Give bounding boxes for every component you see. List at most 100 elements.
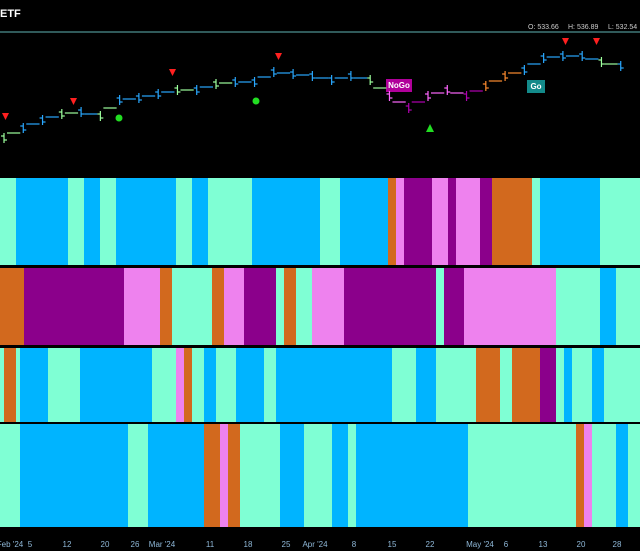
band-segment <box>176 178 192 265</box>
band-segment <box>16 178 68 265</box>
go-label-bg <box>527 80 545 93</box>
band-segment <box>276 268 284 345</box>
band-segment <box>244 268 276 345</box>
x-axis-label: May '24 <box>466 540 494 549</box>
band-segment <box>236 348 264 422</box>
title: ETF <box>0 8 21 20</box>
go-label: Go <box>530 82 541 91</box>
x-axis-label: 12 <box>63 540 72 549</box>
band-segment <box>564 348 572 422</box>
x-axis-label: Feb '24 <box>0 540 24 549</box>
band-segment <box>20 424 128 527</box>
band-segment <box>48 348 80 422</box>
band-segment <box>24 268 124 345</box>
band-segment <box>348 424 356 527</box>
band-segment <box>192 348 204 422</box>
band-segment <box>304 424 332 527</box>
x-axis-label: 22 <box>426 540 435 549</box>
band-segment <box>220 424 228 527</box>
band-segment <box>252 178 320 265</box>
band-segment <box>388 178 396 265</box>
band-segment <box>584 424 592 527</box>
band-segment <box>396 178 404 265</box>
band-segment <box>264 348 276 422</box>
band-segment <box>124 268 160 345</box>
band-segment <box>592 424 616 527</box>
band-segment <box>212 268 224 345</box>
band-segment <box>160 268 172 345</box>
band-segment <box>204 424 220 527</box>
band-segment <box>176 348 184 422</box>
band-segment <box>68 178 84 265</box>
band-segment <box>84 178 100 265</box>
band-segment <box>576 424 584 527</box>
x-axis-label: Mar '24 <box>149 540 176 549</box>
band-segment <box>184 348 192 422</box>
x-axis-label: 26 <box>131 540 140 549</box>
band-segment <box>332 424 348 527</box>
band-segment <box>616 424 628 527</box>
x-axis-label: 25 <box>282 540 291 549</box>
band-segment <box>312 268 344 345</box>
band-segment <box>476 348 500 422</box>
band-segment <box>456 178 480 265</box>
band-segment <box>356 424 468 527</box>
band-segment <box>0 268 24 345</box>
band-segment <box>240 424 280 527</box>
go-dot <box>115 114 123 122</box>
band-segment <box>480 178 492 265</box>
band-segment <box>0 424 20 527</box>
band-segment <box>416 348 436 422</box>
x-axis-label: 15 <box>388 540 397 549</box>
down-marker <box>275 53 282 60</box>
band-segment <box>0 178 16 265</box>
band-segment <box>4 348 16 422</box>
band-segment <box>436 268 444 345</box>
x-axis-label: 20 <box>101 540 110 549</box>
x-axis-label: Apr '24 <box>302 540 328 549</box>
low: L: 532.54 <box>608 24 637 31</box>
band-segment <box>592 348 604 422</box>
band-segment <box>344 268 436 345</box>
high: H: 536.89 <box>568 24 598 31</box>
band-segment <box>556 268 600 345</box>
band-segment <box>436 348 476 422</box>
band-segment <box>100 178 116 265</box>
band-segment <box>192 178 208 265</box>
band-segment <box>116 178 176 265</box>
band-segment <box>392 348 416 422</box>
down-marker <box>562 38 569 45</box>
band-segment <box>208 178 252 265</box>
band-segment <box>616 268 640 345</box>
band-segment <box>628 424 640 527</box>
band-segment <box>172 268 212 345</box>
band-segment <box>540 348 556 422</box>
markers <box>2 38 600 132</box>
x-axis-label: 20 <box>577 540 586 549</box>
band-segment <box>320 178 340 265</box>
band-segment <box>532 178 540 265</box>
band-segment <box>464 268 556 345</box>
x-axis-label: 28 <box>613 540 622 549</box>
band-segment <box>444 268 464 345</box>
x-axis-label: 6 <box>504 540 509 549</box>
band-segment <box>0 348 4 422</box>
band-segment <box>540 178 600 265</box>
band-segment <box>556 348 564 422</box>
go-dot <box>252 97 260 105</box>
band-segment <box>80 348 152 422</box>
band-segment <box>148 424 204 527</box>
x-axis-label: 5 <box>28 540 33 549</box>
down-marker <box>2 113 9 120</box>
x-axis-label: 13 <box>539 540 548 549</box>
band-segment <box>340 178 388 265</box>
band-segment <box>600 268 616 345</box>
band-segment <box>604 348 640 422</box>
band-segment <box>572 348 592 422</box>
band-segment <box>296 268 312 345</box>
band-segment <box>492 178 532 265</box>
band-segment <box>512 348 540 422</box>
band-segment <box>468 424 576 527</box>
band-segment <box>404 178 432 265</box>
